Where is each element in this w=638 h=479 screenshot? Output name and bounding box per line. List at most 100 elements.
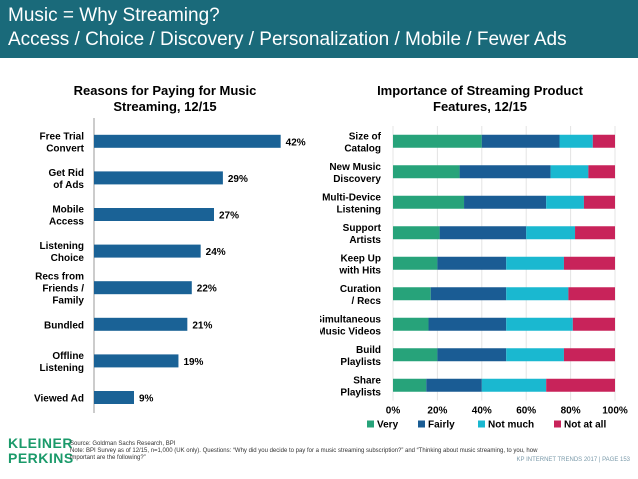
bar xyxy=(94,171,223,185)
category-label: Listening xyxy=(40,241,84,252)
category-label: of Ads xyxy=(53,180,84,191)
category-label: Build xyxy=(356,345,381,356)
stacked-segment xyxy=(437,256,507,270)
category-label: Playlists xyxy=(340,357,381,368)
stacked-segment xyxy=(393,226,440,240)
note-text: Note: BPI Survey as of 12/15, n=1,000 (U… xyxy=(70,448,538,461)
stacked-segment xyxy=(506,348,564,362)
stacked-segment xyxy=(481,378,547,392)
stacked-segment xyxy=(393,195,465,209)
bar xyxy=(94,244,201,258)
bar xyxy=(94,281,192,295)
x-tick-label: 80% xyxy=(561,406,581,417)
logo-line2: PERKINS xyxy=(8,450,74,466)
bar xyxy=(94,317,188,331)
stacked-segment xyxy=(546,195,584,209)
bar-value-label: 42% xyxy=(286,137,306,148)
stacked-segment xyxy=(430,287,507,301)
stacked-segment xyxy=(588,165,615,179)
x-tick-label: 60% xyxy=(516,406,536,417)
stacked-segment xyxy=(559,134,593,148)
stacked-segment xyxy=(393,317,429,331)
category-label: Get Rid xyxy=(48,168,84,179)
legend-label: Not much xyxy=(488,420,534,431)
slide-subtitle: Access / Choice / Discovery / Personaliz… xyxy=(8,29,567,50)
left-chart-title-line2: Streaming, 12/15 xyxy=(113,99,217,114)
stacked-segment xyxy=(526,226,576,240)
stacked-segment xyxy=(592,134,615,148)
stacked-segment xyxy=(506,287,569,301)
stacked-segment xyxy=(393,348,438,362)
category-label: Convert xyxy=(46,143,84,154)
category-label: Offline xyxy=(52,351,84,362)
stacked-segment xyxy=(459,165,551,179)
legend-swatch xyxy=(554,420,561,428)
bar-value-label: 24% xyxy=(206,247,226,258)
stacked-segment xyxy=(393,256,438,270)
stacked-segment xyxy=(393,287,431,301)
category-label: Mobile xyxy=(52,205,84,216)
stacked-segment xyxy=(546,378,615,392)
category-label: Viewed Ad xyxy=(34,394,84,405)
bar-value-label: 19% xyxy=(183,357,203,368)
bar xyxy=(94,208,214,221)
stacked-segment xyxy=(568,287,615,301)
category-label: Access xyxy=(49,217,84,228)
stacked-segment xyxy=(426,378,482,392)
stacked-segment xyxy=(506,317,573,331)
legend-label: Fairly xyxy=(428,420,455,431)
legend-label: Very xyxy=(377,420,399,431)
slide-header: Music = Why Streaming? Access / Choice /… xyxy=(0,0,638,58)
category-label: Artists xyxy=(349,235,381,246)
legend-swatch xyxy=(367,420,374,428)
slide-title: Music = Why Streaming? xyxy=(8,5,220,26)
stacked-segment xyxy=(506,256,564,270)
category-label: with Hits xyxy=(338,265,381,276)
category-label: New Music xyxy=(329,162,381,173)
category-label: Friends / xyxy=(42,284,84,295)
legend-swatch xyxy=(418,420,425,428)
category-label: Family xyxy=(52,296,84,307)
category-label: Keep Up xyxy=(340,253,381,264)
bar xyxy=(94,391,134,404)
bar xyxy=(94,134,281,148)
stacked-segment xyxy=(428,317,507,331)
stacked-segment xyxy=(563,256,615,270)
bar-value-label: 29% xyxy=(228,174,248,185)
x-tick-label: 0% xyxy=(386,406,401,417)
category-label: Curation xyxy=(340,284,381,295)
right-chart-title: Importance of Streaming Product Features… xyxy=(330,83,630,115)
right-chart-title-line2: Features, 12/15 xyxy=(433,99,527,114)
category-label: Playlists xyxy=(340,387,381,398)
source-text: Source: Goldman Sachs Research, BPI xyxy=(70,441,176,447)
x-tick-label: 40% xyxy=(472,406,492,417)
category-label: Catalog xyxy=(344,143,381,154)
stacked-segment xyxy=(393,378,427,392)
category-label: Simultaneous xyxy=(320,314,381,325)
stacked-segment xyxy=(550,165,589,179)
category-label: / Recs xyxy=(352,296,382,307)
left-chart-title-line1: Reasons for Paying for Music xyxy=(73,83,257,98)
stacked-segment xyxy=(575,226,615,240)
stacked-segment xyxy=(583,195,615,209)
category-label: Free Trial xyxy=(40,131,85,142)
stacked-segment xyxy=(393,165,460,179)
bar-value-label: 27% xyxy=(219,211,239,222)
stacked-segment xyxy=(481,134,560,148)
bar xyxy=(94,354,179,368)
bar-value-label: 9% xyxy=(139,394,154,405)
left-chart-title: Reasons for Paying for Music Streaming, … xyxy=(20,83,310,115)
page-footer: KP INTERNET TRENDS 2017 | PAGE 153 xyxy=(516,457,631,463)
category-label: Choice xyxy=(51,253,85,264)
stacked-segment xyxy=(563,348,615,362)
category-label: Bundled xyxy=(44,320,84,331)
stacked-segment xyxy=(439,226,527,240)
kleiner-perkins-logo: KLEINER PERKINS xyxy=(8,436,74,466)
category-label: Share xyxy=(353,375,381,386)
category-label: Listening xyxy=(40,363,84,374)
right-chart-title-line1: Importance of Streaming Product xyxy=(377,83,583,98)
bar-value-label: 22% xyxy=(197,284,217,295)
category-label: Multi-Device xyxy=(322,192,381,203)
category-label: Recs from xyxy=(35,272,84,283)
footer-source: Source: Goldman Sachs Research, BPI Note… xyxy=(70,441,540,462)
